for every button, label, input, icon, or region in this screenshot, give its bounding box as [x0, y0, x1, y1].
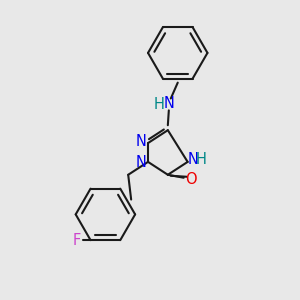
Text: N: N — [164, 96, 174, 111]
Text: F: F — [73, 232, 81, 247]
Text: N: N — [187, 152, 198, 167]
Text: H: H — [154, 97, 164, 112]
Text: H: H — [196, 152, 207, 167]
Text: O: O — [185, 172, 197, 187]
Text: N: N — [136, 155, 146, 170]
Text: N: N — [136, 134, 146, 148]
